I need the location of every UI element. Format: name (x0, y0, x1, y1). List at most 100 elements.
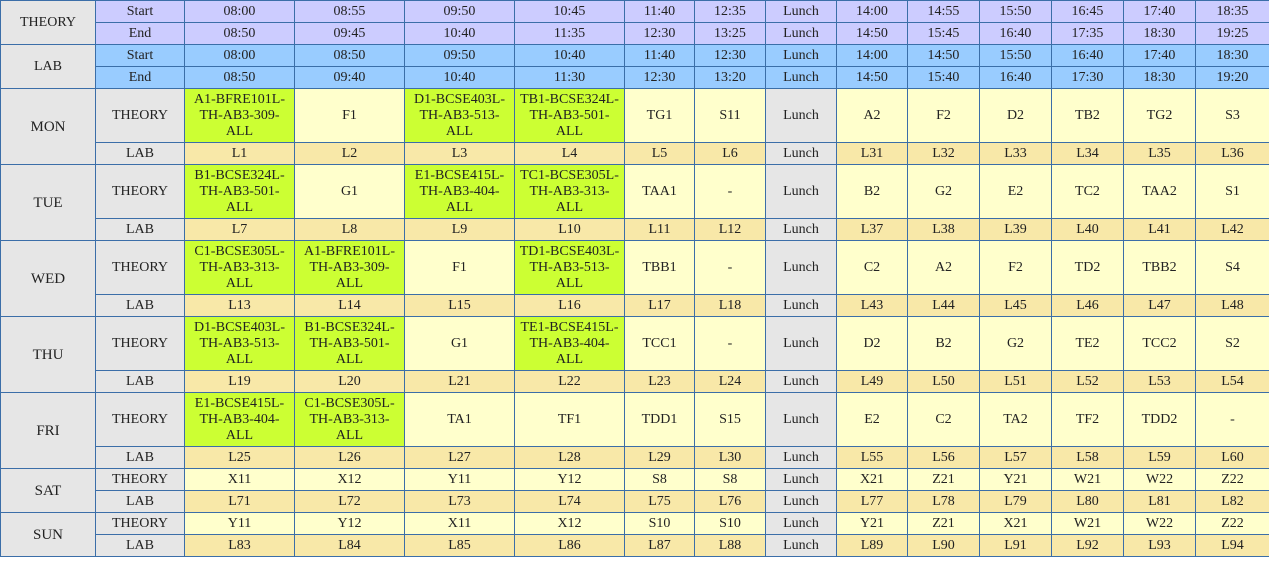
lab-slot[interactable]: L78 (907, 490, 980, 513)
lab-slot[interactable]: L74 (514, 490, 625, 513)
theory-slot[interactable]: W22 (1123, 468, 1196, 491)
theory-slot[interactable]: A1-BFRE101L-TH-AB3-309-ALL (184, 88, 295, 143)
theory-slot[interactable]: TA2 (979, 392, 1052, 447)
lab-slot[interactable]: L59 (1123, 446, 1196, 469)
lab-slot[interactable]: L22 (514, 370, 625, 393)
lab-slot[interactable]: L54 (1195, 370, 1269, 393)
theory-slot[interactable]: TE2 (1051, 316, 1124, 371)
theory-slot[interactable]: TF2 (1051, 392, 1124, 447)
lab-slot[interactable]: L56 (907, 446, 980, 469)
lab-slot[interactable]: L41 (1123, 218, 1196, 241)
theory-slot[interactable]: D1-BCSE403L-TH-AB3-513-ALL (404, 88, 515, 143)
theory-slot[interactable]: W21 (1051, 512, 1124, 535)
theory-slot[interactable]: A2 (907, 240, 980, 295)
theory-slot[interactable]: X11 (184, 468, 295, 491)
theory-slot[interactable]: C2 (907, 392, 980, 447)
lab-slot[interactable]: L45 (979, 294, 1052, 317)
theory-slot[interactable]: C2 (836, 240, 908, 295)
lab-slot[interactable]: L32 (907, 142, 980, 165)
lab-slot[interactable]: L47 (1123, 294, 1196, 317)
theory-slot[interactable]: TBB1 (624, 240, 695, 295)
lab-slot[interactable]: L18 (694, 294, 766, 317)
theory-slot[interactable]: A2 (836, 88, 908, 143)
theory-slot[interactable]: G1 (294, 164, 405, 219)
lab-slot[interactable]: L86 (514, 534, 625, 557)
lab-slot[interactable]: L76 (694, 490, 766, 513)
theory-slot[interactable]: TCC1 (624, 316, 695, 371)
lab-slot[interactable]: L34 (1051, 142, 1124, 165)
lab-slot[interactable]: L23 (624, 370, 695, 393)
lab-slot[interactable]: L80 (1051, 490, 1124, 513)
lab-slot[interactable]: L48 (1195, 294, 1269, 317)
lab-slot[interactable]: L77 (836, 490, 908, 513)
lab-slot[interactable]: L14 (294, 294, 405, 317)
lab-slot[interactable]: L25 (184, 446, 295, 469)
theory-slot[interactable]: G2 (907, 164, 980, 219)
lab-slot[interactable]: L20 (294, 370, 405, 393)
lab-slot[interactable]: L81 (1123, 490, 1196, 513)
lab-slot[interactable]: L4 (514, 142, 625, 165)
theory-slot[interactable]: - (1195, 392, 1269, 447)
theory-slot[interactable]: - (694, 240, 766, 295)
theory-slot[interactable]: E2 (836, 392, 908, 447)
lab-slot[interactable]: L10 (514, 218, 625, 241)
theory-slot[interactable]: D2 (836, 316, 908, 371)
lab-slot[interactable]: L37 (836, 218, 908, 241)
lab-slot[interactable]: L38 (907, 218, 980, 241)
theory-slot[interactable]: C1-BCSE305L-TH-AB3-313-ALL (184, 240, 295, 295)
lab-slot[interactable]: L26 (294, 446, 405, 469)
lab-slot[interactable]: L30 (694, 446, 766, 469)
lab-slot[interactable]: L53 (1123, 370, 1196, 393)
theory-slot[interactable]: TF1 (514, 392, 625, 447)
lab-slot[interactable]: L11 (624, 218, 695, 241)
lab-slot[interactable]: L29 (624, 446, 695, 469)
theory-slot[interactable]: TC2 (1051, 164, 1124, 219)
theory-slot[interactable]: TC1-BCSE305L-TH-AB3-313-ALL (514, 164, 625, 219)
lab-slot[interactable]: L9 (404, 218, 515, 241)
lab-slot[interactable]: L2 (294, 142, 405, 165)
theory-slot[interactable]: TA1 (404, 392, 515, 447)
theory-slot[interactable]: TB2 (1051, 88, 1124, 143)
lab-slot[interactable]: L27 (404, 446, 515, 469)
theory-slot[interactable]: X21 (979, 512, 1052, 535)
lab-slot[interactable]: L93 (1123, 534, 1196, 557)
theory-slot[interactable]: TCC2 (1123, 316, 1196, 371)
lab-slot[interactable]: L75 (624, 490, 695, 513)
theory-slot[interactable]: C1-BCSE305L-TH-AB3-313-ALL (294, 392, 405, 447)
lab-slot[interactable]: L52 (1051, 370, 1124, 393)
theory-slot[interactable]: S10 (624, 512, 695, 535)
theory-slot[interactable]: Z22 (1195, 468, 1269, 491)
lab-slot[interactable]: L57 (979, 446, 1052, 469)
lab-slot[interactable]: L16 (514, 294, 625, 317)
theory-slot[interactable]: D1-BCSE403L-TH-AB3-513-ALL (184, 316, 295, 371)
theory-slot[interactable]: S2 (1195, 316, 1269, 371)
lab-slot[interactable]: L55 (836, 446, 908, 469)
theory-slot[interactable]: F2 (979, 240, 1052, 295)
theory-slot[interactable]: S8 (624, 468, 695, 491)
theory-slot[interactable]: F2 (907, 88, 980, 143)
theory-slot[interactable]: TB1-BCSE324L-TH-AB3-501-ALL (514, 88, 625, 143)
theory-slot[interactable]: Z21 (907, 512, 980, 535)
lab-slot[interactable]: L94 (1195, 534, 1269, 557)
theory-slot[interactable]: - (694, 316, 766, 371)
theory-slot[interactable]: W22 (1123, 512, 1196, 535)
theory-slot[interactable]: TDD2 (1123, 392, 1196, 447)
theory-slot[interactable]: TAA2 (1123, 164, 1196, 219)
lab-slot[interactable]: L58 (1051, 446, 1124, 469)
theory-slot[interactable]: X12 (514, 512, 625, 535)
lab-slot[interactable]: L42 (1195, 218, 1269, 241)
lab-slot[interactable]: L24 (694, 370, 766, 393)
theory-slot[interactable]: TD1-BCSE403L-TH-AB3-513-ALL (514, 240, 625, 295)
theory-slot[interactable]: Y21 (979, 468, 1052, 491)
theory-slot[interactable]: G2 (979, 316, 1052, 371)
theory-slot[interactable]: X12 (294, 468, 405, 491)
lab-slot[interactable]: L5 (624, 142, 695, 165)
theory-slot[interactable]: S8 (694, 468, 766, 491)
lab-slot[interactable]: L82 (1195, 490, 1269, 513)
lab-slot[interactable]: L39 (979, 218, 1052, 241)
lab-slot[interactable]: L72 (294, 490, 405, 513)
theory-slot[interactable]: E2 (979, 164, 1052, 219)
lab-slot[interactable]: L7 (184, 218, 295, 241)
theory-slot[interactable]: E1-BCSE415L-TH-AB3-404-ALL (184, 392, 295, 447)
theory-slot[interactable]: S10 (694, 512, 766, 535)
